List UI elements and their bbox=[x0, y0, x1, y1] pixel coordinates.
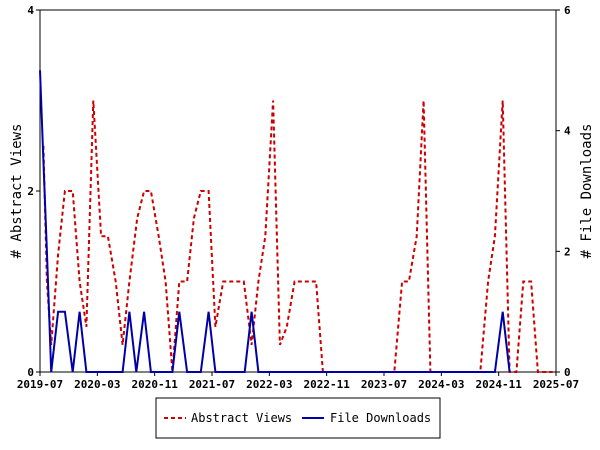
x-tick-label: 2022-03 bbox=[246, 378, 292, 391]
left-y-axis-label: # Abstract Views bbox=[9, 124, 25, 259]
right-y-axis-label: # File Downloads bbox=[579, 124, 595, 259]
x-tick-label: 2023-07 bbox=[361, 378, 407, 391]
x-tick-label: 2020-03 bbox=[74, 378, 120, 391]
legend-label-file-downloads: File Downloads bbox=[330, 411, 431, 425]
series-line-abstract-views bbox=[42, 100, 553, 373]
x-axis-ticks: 2019-07 2020-03 2020-11 2021-07 2022-03 2022-… bbox=[17, 372, 579, 391]
right-y-tick-label: 6 bbox=[564, 4, 571, 17]
legend-label-abstract-views: Abstract Views bbox=[191, 411, 292, 425]
series-line-file-downloads bbox=[39, 70, 511, 373]
right-y-tick-label: 4 bbox=[564, 125, 571, 138]
left-y-axis-ticks: 0 2 4 bbox=[27, 4, 40, 379]
legend: Abstract Views File Downloads bbox=[155, 397, 441, 439]
right-y-tick-label: 2 bbox=[564, 245, 571, 258]
x-tick-label: 2019-07 bbox=[17, 378, 63, 391]
right-y-axis-ticks: 0 2 4 6 bbox=[556, 4, 571, 379]
series-layer bbox=[39, 70, 553, 373]
x-tick-label: 2025-07 bbox=[533, 378, 579, 391]
x-tick-label: 2024-11 bbox=[475, 378, 522, 391]
x-tick-label: 2022-11 bbox=[303, 378, 350, 391]
x-tick-label: 2020-11 bbox=[131, 378, 178, 391]
legend-box bbox=[155, 397, 441, 439]
x-tick-label: 2024-03 bbox=[418, 378, 464, 391]
left-y-tick-label: 2 bbox=[27, 185, 34, 198]
left-y-tick-label: 0 bbox=[27, 366, 34, 379]
right-y-tick-label: 0 bbox=[564, 366, 571, 379]
left-y-tick-label: 4 bbox=[27, 4, 34, 17]
x-tick-label: 2021-07 bbox=[189, 378, 235, 391]
